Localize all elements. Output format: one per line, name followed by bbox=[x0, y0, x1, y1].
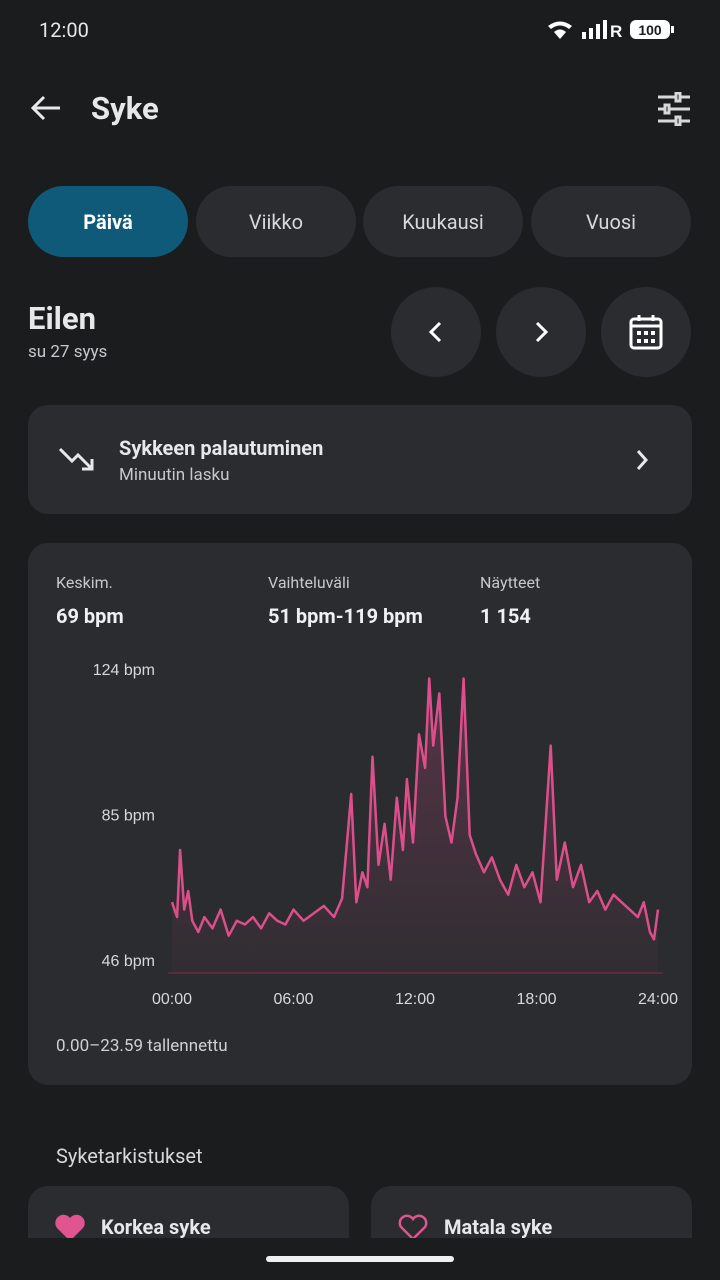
card-subtitle: Minuutin lasku bbox=[119, 465, 230, 485]
next-button[interactable] bbox=[496, 287, 586, 377]
chart-card bbox=[28, 543, 692, 1085]
home-indicator[interactable] bbox=[266, 1256, 454, 1262]
tab[interactable]: Vuosi bbox=[531, 186, 691, 257]
x-tick-label: 18:00 bbox=[516, 991, 556, 1008]
status-icons: R 100 bbox=[548, 20, 674, 41]
y-tick-label: 46 bpm bbox=[102, 953, 155, 970]
check-title: Matala syke bbox=[444, 1215, 553, 1239]
tab[interactable]: Päivä bbox=[28, 186, 188, 257]
stat-value: 1 154 bbox=[480, 604, 531, 628]
heart-rate-chart: 124 bpm 85 bpm 46 bpm 00:00 06:00 12:00 18:00 2… bbox=[93, 662, 678, 1008]
stat-label: Keskim. bbox=[56, 573, 113, 592]
x-tick-label: 24:00 bbox=[638, 991, 678, 1008]
tab[interactable]: Viikko bbox=[196, 186, 356, 257]
card-title: Sykkeen palautuminen bbox=[119, 436, 324, 460]
y-tick-label: 85 bpm bbox=[102, 808, 155, 825]
chart-note: 0.00–23.59 tallennettu bbox=[56, 1036, 228, 1056]
svg-text:R: R bbox=[610, 22, 622, 41]
date-subtitle: su 27 syys bbox=[28, 342, 108, 362]
stat-value: 51 bpm-119 bpm bbox=[268, 604, 423, 628]
recovery-card[interactable]: Sykkeen palautuminen Minuutin lasku bbox=[28, 405, 692, 514]
tab[interactable]: Kuukausi bbox=[363, 186, 523, 257]
heart-rate-line bbox=[170, 677, 660, 941]
date-title: Eilen bbox=[28, 300, 96, 337]
check-card[interactable]: Korkea syke bbox=[28, 1186, 349, 1241]
back-button[interactable] bbox=[28, 92, 64, 124]
page-title: Syke bbox=[91, 90, 159, 127]
status-time: 12:00 bbox=[39, 18, 89, 42]
section-title: Syketarkistukset bbox=[56, 1144, 203, 1168]
calendar-button[interactable] bbox=[601, 287, 691, 377]
x-tick-label: 12:00 bbox=[395, 991, 435, 1008]
check-card[interactable]: Matala syke bbox=[371, 1186, 692, 1241]
stat-label: Vaihteluväli bbox=[268, 573, 350, 592]
stat-label: Näytteet bbox=[480, 573, 541, 592]
filter-button[interactable] bbox=[656, 92, 692, 126]
battery-level: 100 bbox=[638, 22, 662, 38]
x-tick-label: 06:00 bbox=[273, 991, 313, 1008]
previous-button[interactable] bbox=[391, 287, 481, 377]
check-title: Korkea syke bbox=[101, 1215, 211, 1239]
y-tick-label: 124 bpm bbox=[93, 662, 155, 679]
x-tick-label: 00:00 bbox=[152, 991, 192, 1008]
stat-value: 69 bpm bbox=[56, 604, 124, 628]
nav-bar bbox=[0, 1238, 720, 1280]
